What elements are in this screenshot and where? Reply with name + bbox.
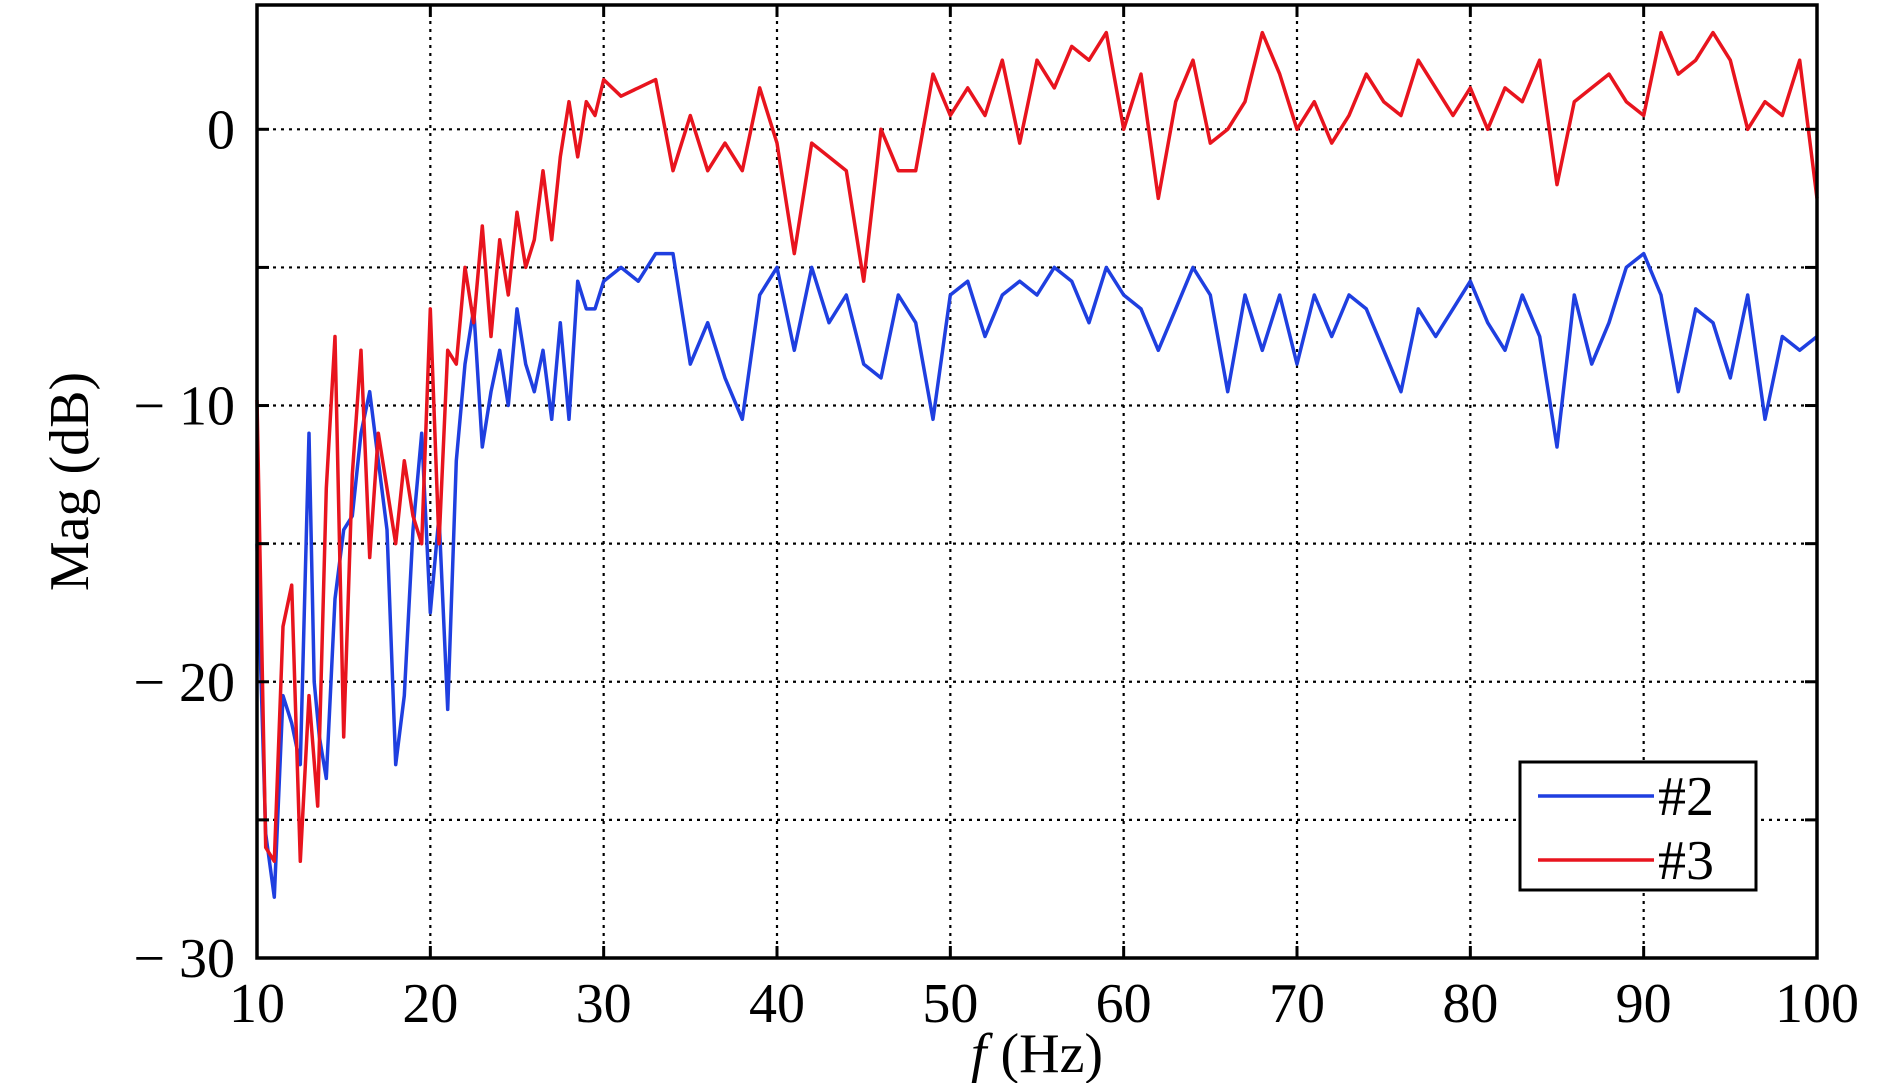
x-axis-title-unit: (Hz) bbox=[986, 1023, 1103, 1083]
legend: #2 #3 bbox=[1518, 760, 1758, 892]
y-tick-label: − 30 bbox=[133, 928, 235, 990]
series-line-2 bbox=[255, 251, 1819, 899]
x-tick-label: 10 bbox=[229, 973, 285, 1035]
x-tick-label: 90 bbox=[1616, 973, 1672, 1035]
y-tick-labels: 0 − 10 − 20 − 30 bbox=[133, 99, 235, 990]
x-tick-label: 60 bbox=[1096, 973, 1152, 1035]
legend-label-2: #2 bbox=[1658, 766, 1714, 828]
y-tick-label: − 20 bbox=[133, 652, 235, 714]
x-tick-labels: 10 20 30 40 50 60 70 80 90 100 bbox=[229, 973, 1859, 1035]
x-tick-label: 20 bbox=[402, 973, 458, 1035]
y-tick-label: 0 bbox=[207, 99, 235, 161]
y-axis-title: Mag (dB) bbox=[39, 372, 101, 591]
x-tick-label: 100 bbox=[1775, 973, 1859, 1035]
x-tick-label: 50 bbox=[922, 973, 978, 1035]
x-tick-label: 30 bbox=[576, 973, 632, 1035]
y-tick-label: − 10 bbox=[133, 376, 235, 438]
legend-box bbox=[1518, 760, 1758, 892]
x-tick-label: 40 bbox=[749, 973, 805, 1035]
x-tick-label: 80 bbox=[1442, 973, 1498, 1035]
legend-label-3: #3 bbox=[1658, 830, 1714, 892]
axis-ticks bbox=[255, 5, 1819, 960]
plot-frame bbox=[255, 3, 1819, 960]
x-axis-title: f (Hz) bbox=[971, 1023, 1103, 1083]
series-group bbox=[255, 30, 1819, 899]
x-tick-label: 70 bbox=[1269, 973, 1325, 1035]
series-line-3 bbox=[255, 30, 1819, 864]
